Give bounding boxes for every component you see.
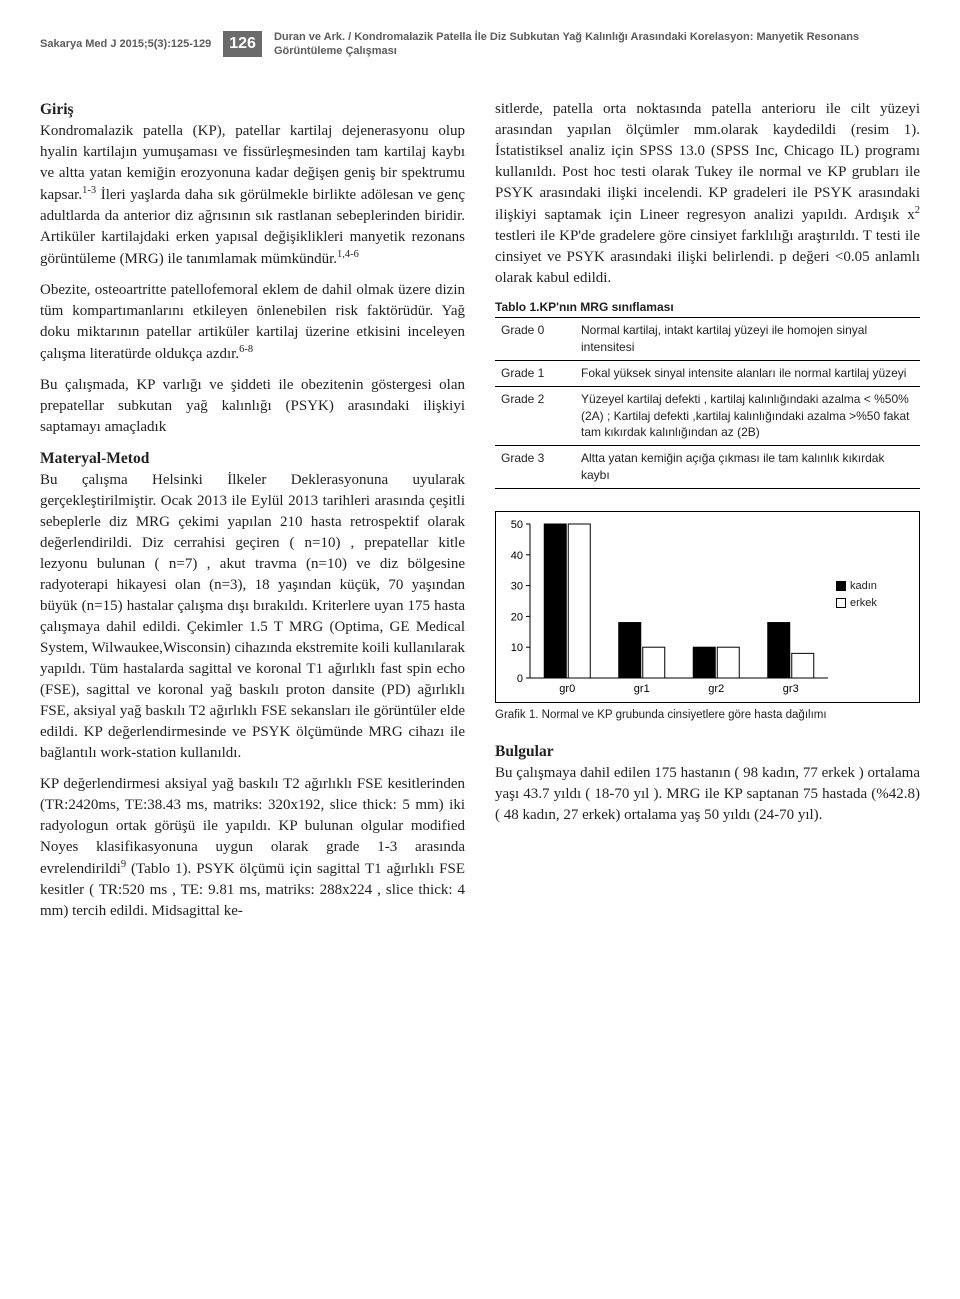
chart-legend: kadın erkek [836, 578, 877, 613]
svg-text:50: 50 [511, 519, 523, 531]
legend-swatch [836, 598, 846, 608]
table-row: Grade 2Yüzeyel kartilaj defekti , kartil… [495, 386, 920, 445]
chart-frame: 0 10 20 30 40 50 gr0 gr1 gr2 gr3 kadın erkek [495, 511, 920, 703]
bar-chart: 0 10 20 30 40 50 gr0 gr1 gr2 gr3 [502, 518, 832, 698]
legend-label: erkek [850, 597, 877, 609]
svg-text:gr0: gr0 [559, 683, 575, 695]
legend-swatch [836, 581, 846, 591]
continuation-body: sitlerde, patella orta noktasında patell… [495, 99, 920, 289]
svg-text:0: 0 [517, 673, 523, 685]
legend-label: kadın [850, 580, 877, 592]
table-caption: Tablo 1.KP'nın MRG sınıflaması [495, 299, 920, 318]
methods-para-2: KP değerlendirmesi aksiyal yağ baskılı T… [40, 774, 465, 922]
table-cell-grade: Grade 3 [495, 446, 575, 489]
results-body: Bu çalışmaya dahil edilen 175 hastanın (… [495, 765, 920, 823]
right-column: sitlerde, patella orta noktasında patell… [495, 99, 920, 932]
intro-para-3: Bu çalışmada, KP varlığı ve şiddeti ile … [40, 375, 465, 438]
section-title-results: Bulgular [495, 743, 554, 760]
intro-body: Kondromalazik patella (KP), patellar kar… [40, 123, 465, 267]
section-title-methods: Materyal-Metod [40, 450, 149, 467]
svg-text:30: 30 [511, 580, 523, 592]
table-cell-grade: Grade 2 [495, 386, 575, 445]
svg-text:40: 40 [511, 550, 523, 562]
methods-body: Bu çalışma Helsinki İlkeler Deklerasyonu… [40, 472, 465, 761]
journal-reference: Sakarya Med J 2015;5(3):125-129 [40, 38, 211, 50]
page-number-badge: 126 [223, 31, 262, 57]
svg-text:gr2: gr2 [708, 683, 724, 695]
svg-text:20: 20 [511, 611, 523, 623]
page-body: Giriş Kondromalazik patella (KP), patell… [40, 99, 920, 932]
table-cell-grade: Grade 1 [495, 360, 575, 386]
svg-text:gr1: gr1 [634, 683, 650, 695]
left-column: Giriş Kondromalazik patella (KP), patell… [40, 99, 465, 932]
svg-text:10: 10 [511, 642, 523, 654]
table-row: Grade 3Altta yatan kemiğin açığa çıkması… [495, 446, 920, 489]
table-body: Grade 0Normal kartilaj, intakt kartilaj … [495, 318, 920, 488]
table-cell-grade: Grade 0 [495, 318, 575, 361]
table-cell-desc: Altta yatan kemiğin açığa çıkması ile ta… [575, 446, 920, 489]
page-header: Sakarya Med J 2015;5(3):125-129 126 Dura… [40, 30, 920, 59]
table-row: Grade 0Normal kartilaj, intakt kartilaj … [495, 318, 920, 361]
table-cell-desc: Yüzeyel kartilaj defekti , kartilaj kalı… [575, 386, 920, 445]
legend-item: kadın [836, 578, 877, 596]
intro-para-2: Obezite, osteoartritte patellofemoral ek… [40, 280, 465, 365]
table-cell-desc: Normal kartilaj, intakt kartilaj yüzeyi … [575, 318, 920, 361]
chart-caption: Grafik 1. Normal ve KP grubunda cinsiyet… [495, 707, 920, 723]
table-cell-desc: Fokal yüksek sinyal intensite alanları i… [575, 360, 920, 386]
table-row: Grade 1Fokal yüksek sinyal intensite ala… [495, 360, 920, 386]
legend-item: erkek [836, 595, 877, 613]
svg-text:gr3: gr3 [783, 683, 799, 695]
section-title-intro: Giriş [40, 101, 74, 118]
running-title: Duran ve Ark. / Kondromalazik Patella İl… [274, 30, 920, 59]
classification-table: Grade 0Normal kartilaj, intakt kartilaj … [495, 317, 920, 488]
